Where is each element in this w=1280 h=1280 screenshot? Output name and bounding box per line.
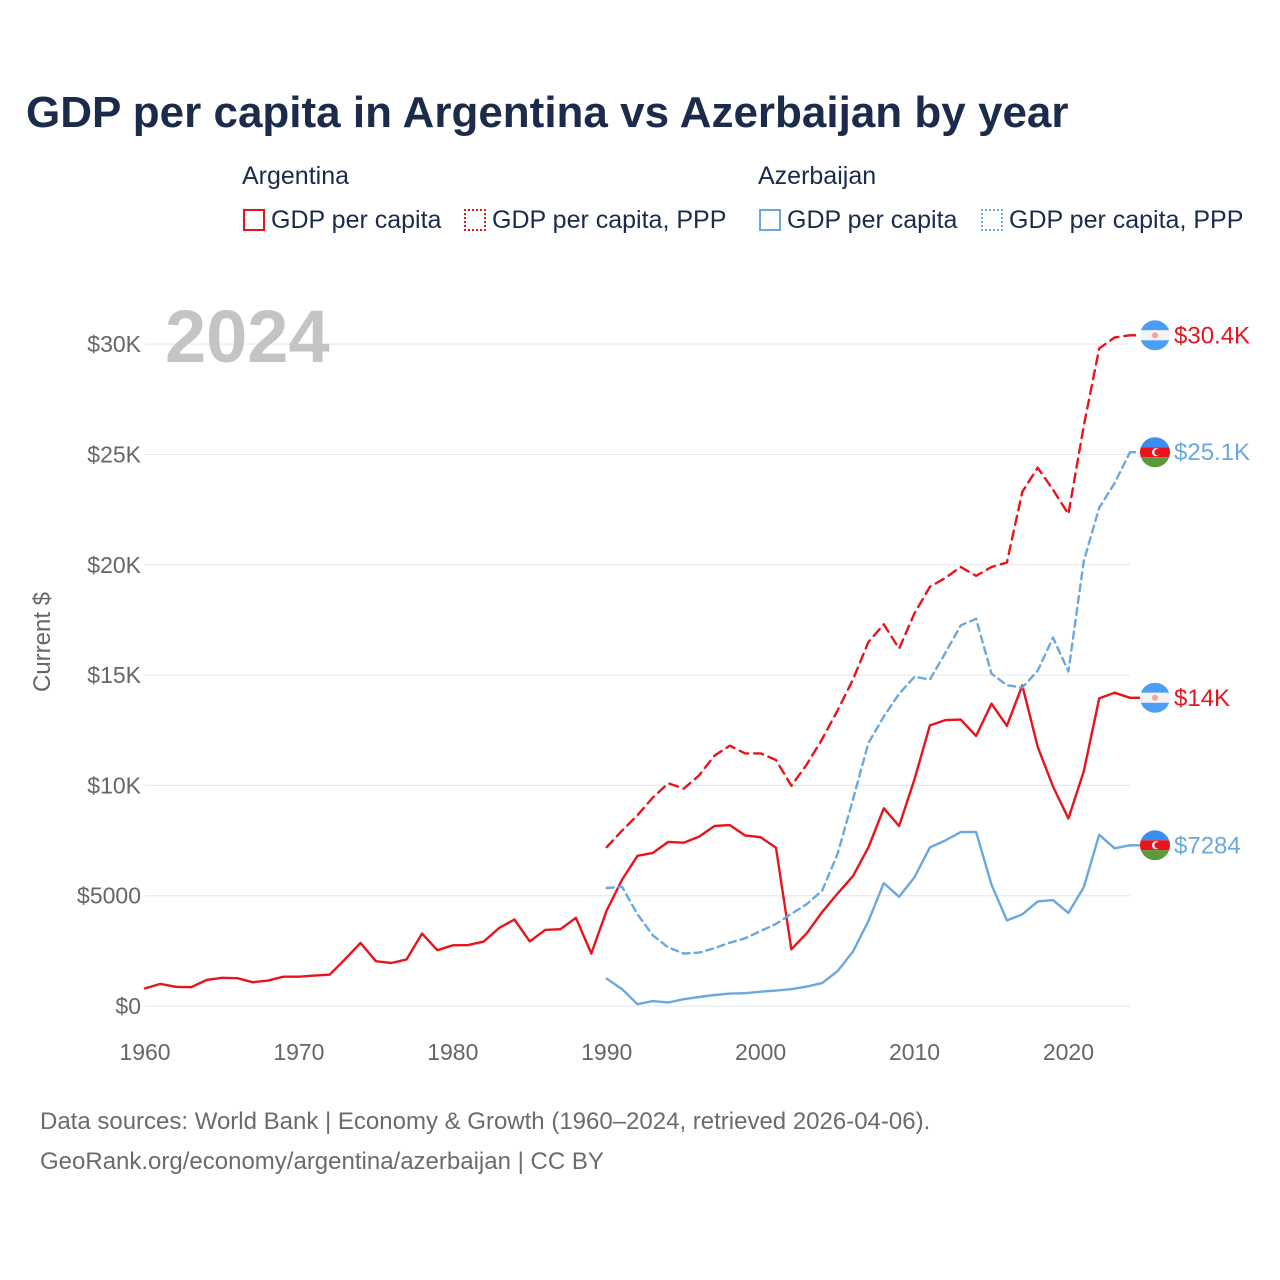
argentina-flag-icon — [1140, 320, 1170, 351]
legend-item-argentina-ppp[interactable]: GDP per capita, PPP — [464, 203, 726, 237]
end-value-label: $14K — [1174, 685, 1230, 712]
legend-swatch-solid-icon — [243, 209, 265, 231]
x-tick-label: 2000 — [735, 1039, 786, 1065]
legend-item-azerbaijan-ppp[interactable]: GDP per capita, PPP — [981, 203, 1243, 237]
series-line-argentina-solid[interactable] — [143, 684, 1132, 990]
footer-link[interactable]: GeoRank.org/economy/argentina/azerbaijan… — [40, 1148, 604, 1175]
y-tick-label: $25K — [87, 441, 141, 467]
year-watermark: 2024 — [165, 295, 330, 378]
x-tick-label: 2010 — [889, 1039, 940, 1065]
legend-label: GDP per capita — [787, 205, 958, 234]
azerbaijan-flag-icon — [1140, 830, 1170, 861]
legend-label: GDP per capita, PPP — [1009, 205, 1244, 234]
legend-swatch-dotted-icon — [981, 209, 1003, 231]
series-line-argentina-dashed[interactable] — [605, 334, 1132, 849]
legend-group-azerbaijan: Azerbaijan — [758, 162, 877, 190]
end-value-label: $30.4K — [1174, 322, 1250, 349]
series-line-azerbaijan-solid[interactable] — [605, 830, 1132, 1006]
legend-label: GDP per capita, PPP — [492, 205, 727, 234]
legend-item-argentina-gdp[interactable]: GDP per capita — [243, 203, 441, 237]
chart-title: GDP per capita in Argentina vs Azerbaija… — [26, 88, 1069, 137]
legend-swatch-solid-icon — [759, 209, 781, 231]
y-tick-label: $5000 — [77, 883, 141, 909]
y-tick-label: $15K — [87, 662, 141, 688]
y-axis-title: Current $ — [29, 592, 56, 692]
series-line-azerbaijan-dotted[interactable] — [605, 451, 1132, 955]
legend-swatch-dotted-icon — [464, 209, 486, 231]
argentina-flag-icon — [1140, 682, 1170, 713]
x-tick-label: 1970 — [273, 1039, 324, 1065]
legend-label: GDP per capita — [271, 205, 442, 234]
end-value-label: $25.1K — [1174, 439, 1250, 466]
grid-layer: $0 $5000 $10K $15K $20K $25K $30K 1960 1970 1980 1… — [77, 331, 1130, 1065]
x-tick-label: 1990 — [581, 1039, 632, 1065]
x-tick-label: 1960 — [119, 1039, 170, 1065]
end-value-label: $7284 — [1174, 832, 1241, 859]
legend-item-azerbaijan-gdp[interactable]: GDP per capita — [759, 203, 957, 237]
series-layer — [143, 334, 1132, 1006]
azerbaijan-flag-icon — [1140, 437, 1170, 468]
y-tick-label: $20K — [87, 552, 141, 578]
x-tick-label: 2020 — [1043, 1039, 1094, 1065]
end-label-layer: $14K $30.4K $7284 $25.1K — [1130, 320, 1250, 861]
y-tick-label: $10K — [87, 772, 141, 798]
line-chart: $0 $5000 $10K $15K $20K $25K $30K 1960 1970 1980 1… — [29, 295, 1250, 1065]
legend-group-argentina: Argentina — [242, 162, 350, 190]
y-tick-label: $0 — [115, 993, 141, 1019]
y-tick-label: $30K — [87, 331, 141, 357]
x-tick-label: 1980 — [427, 1039, 478, 1065]
footer-sources: Data sources: World Bank | Economy & Gro… — [40, 1108, 931, 1135]
